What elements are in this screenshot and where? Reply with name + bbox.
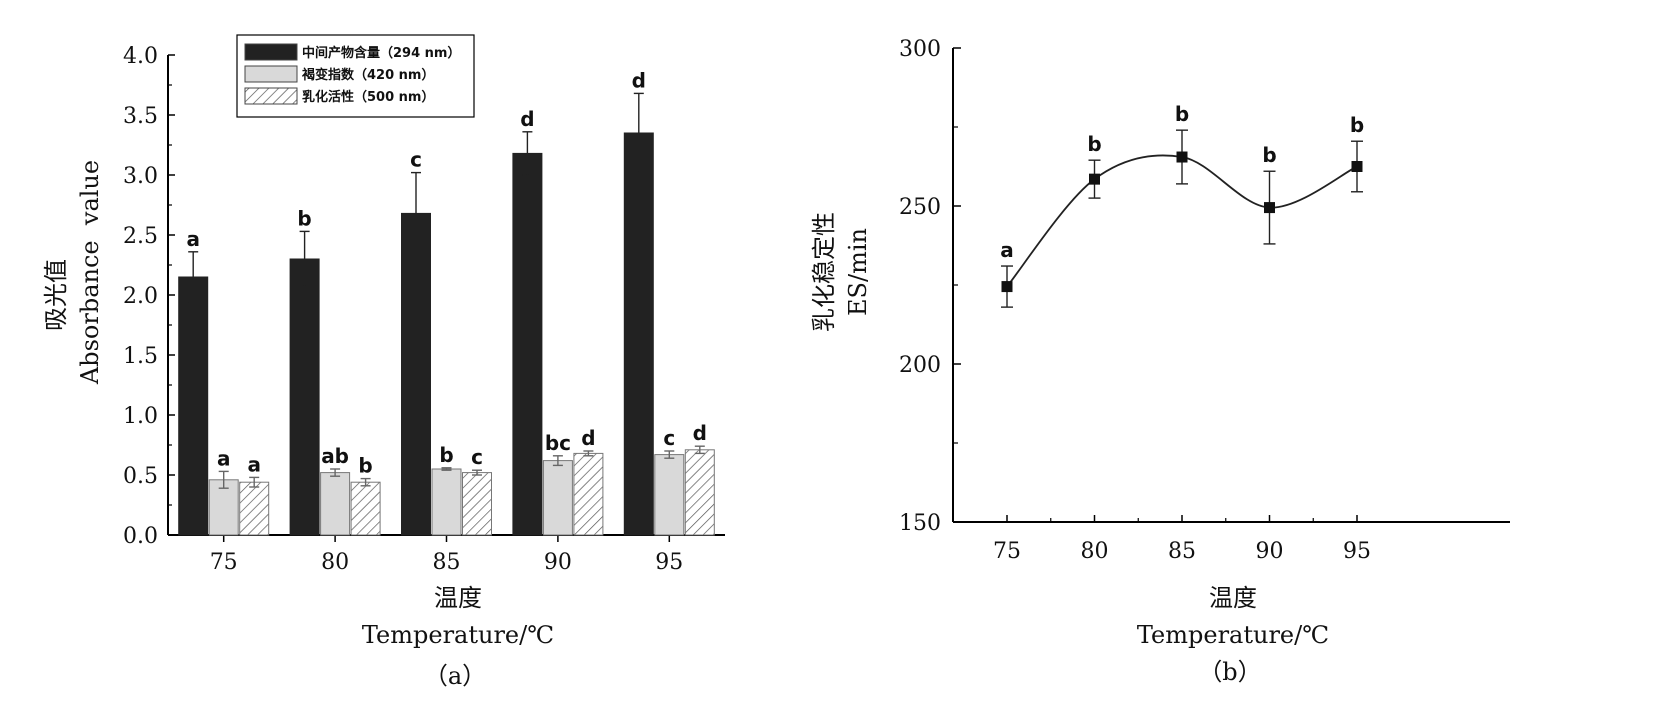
panel-b-xtick-label: 85 xyxy=(1168,539,1196,564)
legend-swatch-1 xyxy=(244,43,298,61)
data-point-95 xyxy=(1351,161,1363,172)
significance-letter: d xyxy=(632,68,646,92)
significance-letter: c xyxy=(410,148,422,172)
panel-b-xlabel-cn: 温度 xyxy=(1209,584,1257,612)
panel-b-xtick-label: 80 xyxy=(1081,539,1109,564)
bar-series3-95 xyxy=(684,449,715,536)
significance-letter: a xyxy=(1000,238,1014,262)
panel-a-ylabel-en: Absorbance value xyxy=(76,160,104,385)
legend-label-1: 中间产物含量（294 nm） xyxy=(302,45,460,61)
panel-a-bar-chart: 0.00.51.01.52.02.53.03.54.075 80 85 90 95 aa… xyxy=(42,34,725,690)
panel-b-xlabel-en: Temperature/℃ xyxy=(1137,621,1329,649)
panel-a-ytick-label: 2.0 xyxy=(123,284,158,309)
significance-letter: d xyxy=(520,107,534,131)
panel-a-xtick-label: 90 xyxy=(544,550,572,575)
panel-a-ytick-label: 3.0 xyxy=(123,164,158,189)
bar-series2-80 xyxy=(320,472,351,536)
panel-a-ytick-label: 0.0 xyxy=(123,524,158,549)
significance-letter: b xyxy=(358,454,372,478)
panel-a-ytick-label: 1.0 xyxy=(123,404,158,429)
panel-b-label: （b） xyxy=(1198,658,1261,686)
panel-a-xtick-label: 85 xyxy=(433,550,461,575)
significance-letter: d xyxy=(581,426,595,450)
significance-letter: b xyxy=(439,443,453,467)
significance-letter: b xyxy=(1262,143,1276,167)
significance-letter: bc xyxy=(545,431,571,455)
data-point-85 xyxy=(1176,151,1188,163)
panel-a-axes: 0.0 0.5 1.0 1.5 2.0 2.5 3.0 3.5 4.0 75 80 85 90 95 xyxy=(123,44,725,575)
panel-a-xtick-label: 75 xyxy=(210,550,238,575)
panel-a-xtick-label: 80 xyxy=(321,550,349,575)
bar-series1-95 xyxy=(623,132,654,536)
significance-letter: c xyxy=(471,445,483,469)
panel-a-xlabel-cn: 温度 xyxy=(434,584,482,612)
bar-series1-75 xyxy=(178,276,209,536)
panel-a-label: （a） xyxy=(424,662,486,690)
bar-series1-90 xyxy=(512,152,543,536)
legend-swatch-3 xyxy=(244,87,298,105)
panel-a-ytick-label: 3.5 xyxy=(123,104,158,129)
panel-b-xtick-label: 95 xyxy=(1343,539,1371,564)
significance-letter: b xyxy=(297,206,311,230)
data-point-80 xyxy=(1089,173,1100,185)
legend-label-2: 褐变指数（420 nm） xyxy=(301,67,434,83)
panel-a-ytick-label: 0.5 xyxy=(123,464,158,489)
panel-b-ytick-label: 200 xyxy=(899,353,941,378)
data-point-90 xyxy=(1264,202,1275,214)
significance-letter: c xyxy=(663,426,675,450)
legend-label-3: 乳化活性（500 nm） xyxy=(302,89,434,105)
data-point-75 xyxy=(1001,281,1013,293)
panel-a-xlabel-en: Temperature/℃ xyxy=(362,621,554,649)
panel-b-ytick-label: 250 xyxy=(899,195,941,220)
panel-a-legend: 中间产物含量（294 nm） 褐变指数（420 nm） 乳化活性（500 nm） xyxy=(236,34,475,118)
panel-b-series: a b b b b xyxy=(1000,102,1364,308)
panel-b-ylabel-en: ES/min xyxy=(844,228,872,316)
bar-series3-85 xyxy=(462,472,492,536)
panel-b-ytick-label: 300 xyxy=(899,37,941,62)
bar-series3-75 xyxy=(239,481,270,536)
bar-series1-80 xyxy=(289,258,320,536)
significance-letter: b xyxy=(1087,132,1101,156)
significance-letter: b xyxy=(1175,102,1189,126)
bar-series2-90 xyxy=(542,460,573,536)
significance-letter: a xyxy=(247,452,261,476)
bar-series3-80 xyxy=(350,481,381,536)
panel-b-ytick-label: 150 xyxy=(899,511,941,536)
panel-b-line-chart: 150 200 250 300 75 80 85 90 95 a b b b b 乳化稳定性 ES/mi… xyxy=(810,37,1510,686)
legend-swatch-2 xyxy=(244,65,298,83)
significance-letter: d xyxy=(693,421,707,445)
panel-a-ytick-label: 4.0 xyxy=(123,44,158,69)
panel-b-xtick-label: 90 xyxy=(1256,539,1284,564)
bar-series1-85 xyxy=(401,212,431,536)
significance-letter: a xyxy=(217,446,231,470)
bar-series2-95 xyxy=(654,454,685,536)
panel-a-ylabel-cn: 吸光值 xyxy=(42,259,70,331)
significance-letter: ab xyxy=(321,444,349,468)
bar-series3-90 xyxy=(573,452,604,536)
panel-b-axes: 150 200 250 300 75 80 85 90 95 xyxy=(899,37,1510,564)
panel-b-ylabel-cn: 乳化稳定性 xyxy=(810,212,838,332)
significance-letter: a xyxy=(186,227,200,251)
panel-b-xtick-label: 75 xyxy=(993,539,1021,564)
significance-letter: b xyxy=(1350,113,1364,137)
panel-a-xtick-label: 95 xyxy=(655,550,683,575)
panel-a-ytick-label: 1.5 xyxy=(123,344,158,369)
panel-a-ytick-label: 2.5 xyxy=(123,224,158,249)
bar-series2-75 xyxy=(208,479,239,536)
bar-series2-85 xyxy=(431,468,462,536)
